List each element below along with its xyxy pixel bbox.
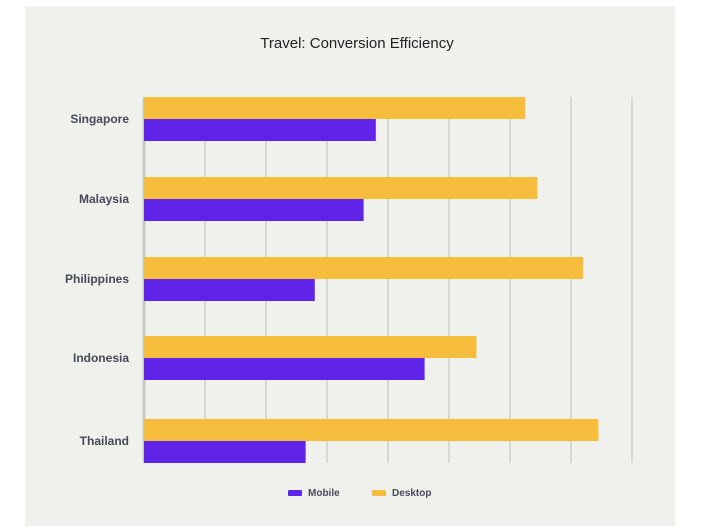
bar-mobile-indonesia — [144, 358, 425, 380]
legend-swatch — [288, 490, 302, 496]
legend[interactable]: Mobile Desktop — [288, 488, 431, 499]
bar-mobile-philippines — [144, 279, 315, 301]
category-label: Singapore — [70, 112, 129, 126]
category-label: Indonesia — [73, 351, 129, 365]
category-label: Malaysia — [79, 192, 129, 206]
legend-item-desktop[interactable]: Desktop — [372, 488, 431, 499]
bar-desktop-philippines — [144, 257, 584, 279]
bar-desktop-thailand — [144, 419, 599, 441]
bar-mobile-singapore — [144, 119, 376, 141]
category-label: Thailand — [80, 434, 129, 448]
legend-label: Desktop — [392, 488, 431, 499]
bar-mobile-thailand — [144, 441, 306, 463]
bar-desktop-malaysia — [144, 177, 538, 199]
legend-item-mobile[interactable]: Mobile — [288, 488, 340, 499]
bar-desktop-indonesia — [144, 336, 477, 358]
bars — [144, 97, 599, 463]
legend-swatch — [372, 490, 386, 496]
chart-title: Travel: Conversion Efficiency — [260, 35, 454, 52]
legend-label: Mobile — [308, 488, 340, 499]
bar-mobile-malaysia — [144, 199, 364, 221]
bar-desktop-singapore — [144, 97, 526, 119]
category-labels: Singapore Malaysia Philippines Indonesia Tha… — [65, 112, 129, 448]
category-label: Philippines — [65, 272, 129, 286]
